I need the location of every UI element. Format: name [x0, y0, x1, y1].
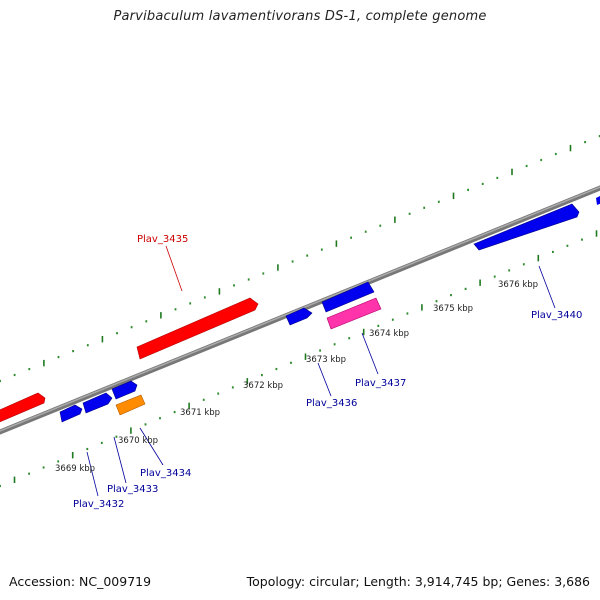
- gene-plav-3432[interactable]: [59, 404, 83, 423]
- upper-scale-line: [0, 135, 600, 383]
- gene-label-plav-3434[interactable]: Plav_3434: [140, 468, 191, 479]
- gene-plav-3434[interactable]: [111, 380, 138, 400]
- gene-labels: Plav_3435 Plav_3432 Plav_3433 Plav_3434 …: [73, 234, 582, 510]
- topology-text: Topology: circular; Length: 3,914,745 bp…: [246, 574, 590, 589]
- tick-label: 3670 kbp: [118, 436, 158, 446]
- accession-text: Accession: NC_009719: [9, 574, 152, 589]
- tick-label: 3674 kbp: [369, 329, 409, 339]
- gene-label-plav-3435[interactable]: Plav_3435: [137, 234, 188, 245]
- genome-title: Parvibaculum lavamentivorans DS-1, compl…: [113, 9, 487, 24]
- tick-label: 3671 kbp: [180, 408, 220, 418]
- kbp-tick-labels: 3669 kbp 3670 kbp 3671 kbp 3672 kbp 3673…: [55, 280, 538, 474]
- gene-features: [0, 195, 600, 424]
- tick-label: 3672 kbp: [243, 381, 283, 391]
- gene-label-plav-3437[interactable]: Plav_3437: [355, 378, 406, 389]
- gene-red-left[interactable]: [0, 392, 46, 424]
- gene-right-edge[interactable]: [596, 195, 600, 205]
- tick-label: 3676 kbp: [498, 280, 538, 290]
- gene-plav-3433[interactable]: [82, 392, 113, 414]
- gene-plav-3437[interactable]: [326, 297, 382, 330]
- gene-plav-3436[interactable]: [285, 307, 313, 326]
- gene-plav-3437-blue[interactable]: [321, 281, 375, 313]
- gene-label-plav-3433[interactable]: Plav_3433: [107, 484, 158, 495]
- tick-label: 3675 kbp: [433, 304, 473, 314]
- label-pointers: [86, 245, 556, 497]
- gene-label-plav-3432[interactable]: Plav_3432: [73, 499, 124, 510]
- gene-label-plav-3436[interactable]: Plav_3436: [306, 398, 357, 409]
- gene-plav-3440[interactable]: [473, 203, 580, 251]
- tick-label: 3669 kbp: [55, 464, 95, 474]
- tick-label: 3673 kbp: [306, 355, 346, 365]
- lower-scale-line: [0, 230, 598, 488]
- gene-label-plav-3440[interactable]: Plav_3440: [531, 310, 582, 321]
- gene-plav-3435[interactable]: [136, 297, 259, 360]
- gene-orange[interactable]: [115, 394, 146, 416]
